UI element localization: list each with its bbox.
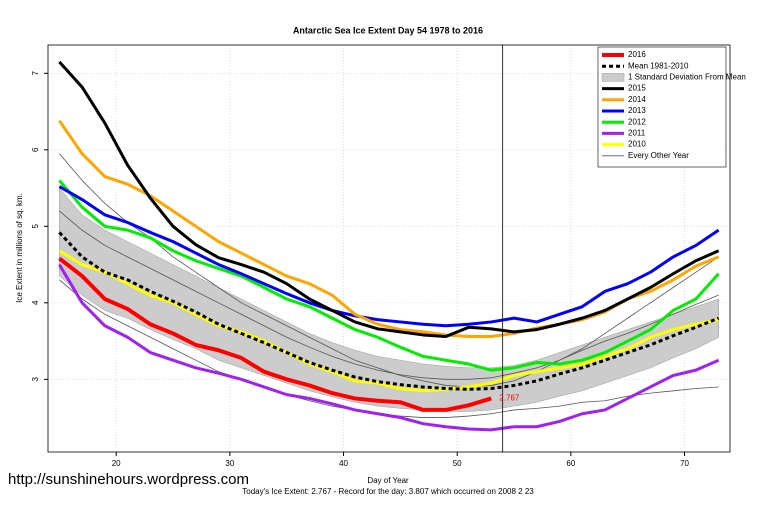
legend-label: 1 Standard Deviation From Mean — [628, 73, 746, 82]
y-tick-label: 3 — [31, 377, 40, 382]
chart-title: Antarctic Sea Ice Extent Day 54 1978 to … — [293, 25, 483, 35]
legend-label: 2011 — [628, 129, 646, 138]
series-line — [58, 185, 720, 328]
x-tick-label: 40 — [339, 459, 348, 468]
x-axis-label: Day of Year — [367, 476, 409, 485]
legend-label: 2016 — [628, 50, 646, 59]
legend-label: Mean 1981-2010 — [628, 61, 689, 70]
y-axis-label: Ice Extent in millions of sq. km. — [15, 193, 24, 303]
x-tick-label: 20 — [112, 459, 121, 468]
series-line — [59, 153, 719, 388]
x-tick-label: 70 — [680, 459, 689, 468]
plot-frame — [47, 44, 731, 453]
series-line — [58, 60, 720, 338]
legend-label: 2014 — [628, 95, 646, 104]
watermark: http://sunshinehours.wordpress.com — [8, 471, 249, 488]
series-line — [58, 249, 719, 393]
legend-label: 2012 — [628, 117, 646, 126]
series-line — [58, 179, 720, 372]
y-tick-label: 6 — [31, 147, 40, 152]
y-tick-label: 5 — [31, 224, 40, 229]
footer: Today's Ice Extent: 2.767 - Record for t… — [242, 487, 534, 496]
legend-swatch — [601, 73, 625, 82]
series-line — [58, 231, 720, 391]
std-band — [59, 187, 719, 412]
x-tick-label: 50 — [453, 459, 462, 468]
legend-label: Every Other Year — [628, 151, 689, 160]
legend-label: 2013 — [628, 106, 646, 115]
series-line — [58, 263, 720, 432]
legend-label: 2015 — [628, 84, 646, 93]
x-tick-label: 30 — [225, 459, 234, 468]
y-tick-label: 7 — [31, 71, 40, 76]
x-tick-label: 60 — [566, 459, 575, 468]
today-label: 2.767 — [499, 394, 520, 403]
y-tick-label: 4 — [31, 300, 40, 305]
series-line — [59, 210, 719, 380]
series-line — [58, 256, 492, 412]
legend-label: 2010 — [628, 140, 646, 149]
